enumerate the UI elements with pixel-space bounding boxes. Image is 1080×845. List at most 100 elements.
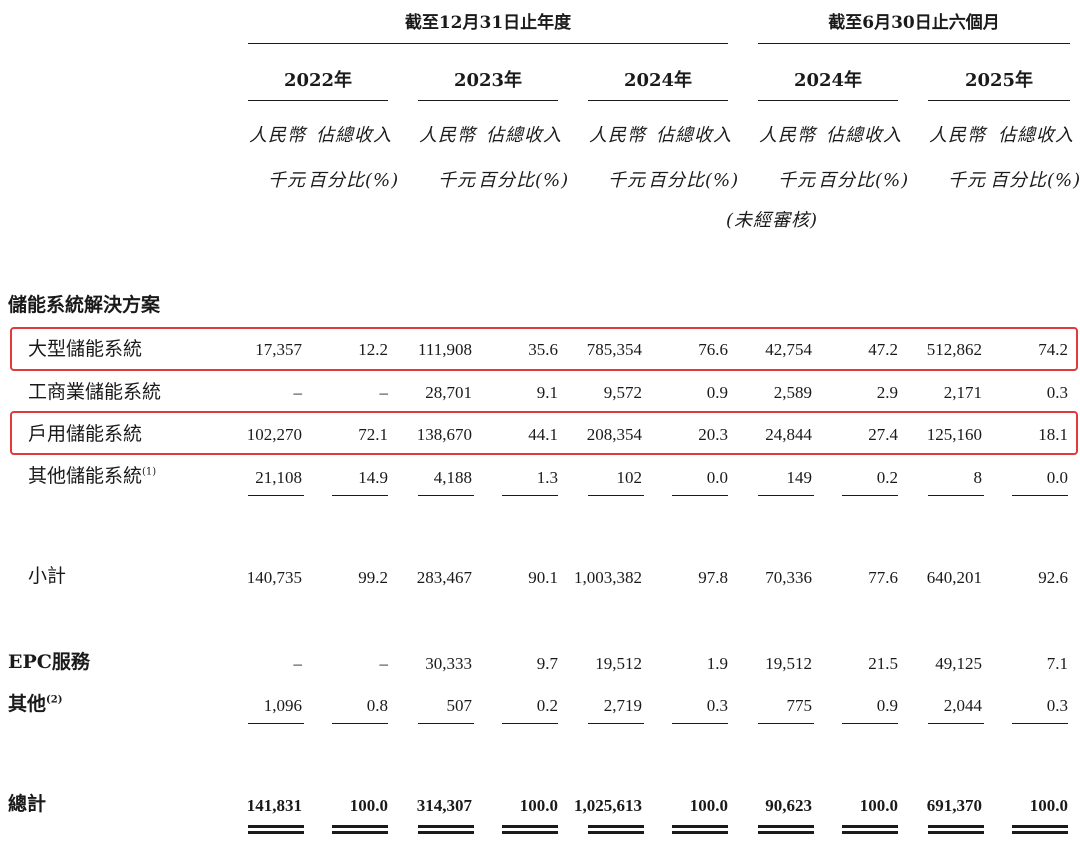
group-header-fiscal-year: 截至12月31日止年度 xyxy=(404,13,572,33)
cell-value: 140,735 xyxy=(246,568,302,587)
subtotal-rule xyxy=(672,495,728,496)
col-header-rmb: 人民幣 xyxy=(589,125,646,146)
total-cell: 314,307 xyxy=(416,796,472,815)
cell-value: 785,354 xyxy=(586,340,642,359)
year-underline-2022 xyxy=(248,100,388,101)
cell-value: 1.3 xyxy=(536,468,558,487)
total-cell: 90,623 xyxy=(765,796,812,815)
col-header-pct-unit: 百分比(%) xyxy=(990,170,1080,191)
double-rule xyxy=(1012,831,1068,834)
double-rule xyxy=(588,825,644,828)
cell-value: 2,044 xyxy=(943,696,982,715)
cell-value: 111,908 xyxy=(418,340,472,359)
col-header-rmb-unit: 千元 xyxy=(608,170,646,191)
total-cell: 100.0 xyxy=(349,796,388,815)
double-rule xyxy=(672,825,728,828)
col-header-pct-unit: 百分比(%) xyxy=(308,170,400,191)
col-header-rmb: 人民幣 xyxy=(929,125,986,146)
subtotal-rule xyxy=(1012,495,1068,496)
double-rule xyxy=(418,831,474,834)
cell-value: 0.2 xyxy=(876,468,898,487)
col-header-rmb-unit: 千元 xyxy=(778,170,816,191)
cell-value: 70,336 xyxy=(765,568,812,587)
subtotal-rule xyxy=(928,495,984,496)
col-header-pct: 佔總收入 xyxy=(826,125,902,146)
cell-value: 125,160 xyxy=(926,425,982,444)
cell-value: 0.3 xyxy=(706,696,728,715)
year-underline-2024 xyxy=(588,100,728,101)
cell-value: – xyxy=(379,654,389,673)
cell-value: 0.9 xyxy=(706,383,728,402)
year-underline-2024-6m xyxy=(758,100,898,101)
cell-value: 0.8 xyxy=(366,696,388,715)
cell-value: 19,512 xyxy=(765,654,812,673)
row-label-household: 戶用儲能系統 xyxy=(28,423,143,445)
total-rule xyxy=(588,723,644,724)
double-rule xyxy=(248,831,304,834)
total-rule xyxy=(842,723,898,724)
double-rule xyxy=(502,825,558,828)
cell-value: 77.6 xyxy=(868,568,898,587)
col-header-rmb-unit: 千元 xyxy=(268,170,306,191)
cell-value: 99.2 xyxy=(358,568,388,587)
cell-value: 90.1 xyxy=(528,568,558,587)
double-rule xyxy=(842,825,898,828)
cell-value: 283,467 xyxy=(416,568,472,587)
year-header-2024-6m: 2024年 xyxy=(793,70,863,91)
col-header-rmb: 人民幣 xyxy=(419,125,476,146)
double-rule xyxy=(1012,825,1068,828)
cell-value: 24,844 xyxy=(765,425,812,444)
col-header-pct-unit: 百分比(%) xyxy=(818,170,910,191)
cell-value: 4,188 xyxy=(433,468,472,487)
cell-value: 9.7 xyxy=(536,654,558,673)
total-cell: 100.0 xyxy=(689,796,728,815)
cell-value: 507 xyxy=(446,696,473,715)
double-rule xyxy=(758,825,814,828)
cell-value: 0.0 xyxy=(1046,468,1068,487)
subtotal-rule xyxy=(842,495,898,496)
col-header-rmb-unit: 千元 xyxy=(438,170,476,191)
cell-value: 208,354 xyxy=(586,425,642,444)
section-ess-label: 儲能系統解決方案 xyxy=(8,294,161,316)
group-underline-six-months xyxy=(758,43,1070,44)
cell-value: 102,270 xyxy=(246,425,302,444)
cell-value: 102 xyxy=(616,468,643,487)
double-rule xyxy=(248,825,304,828)
double-rule xyxy=(758,831,814,834)
col-header-pct: 佔總收入 xyxy=(316,125,392,146)
col-header-pct: 佔總收入 xyxy=(998,125,1074,146)
cell-value: 74.2 xyxy=(1038,340,1068,359)
highlight-box-large-scale xyxy=(10,327,1078,371)
double-rule xyxy=(672,831,728,834)
total-rule xyxy=(1012,723,1068,724)
section-other-label: 其他(2) xyxy=(8,695,62,714)
group-underline-fiscal-year xyxy=(248,43,728,44)
cell-value: – xyxy=(379,383,389,402)
cell-value: 0.3 xyxy=(1046,696,1068,715)
subtotal-rule xyxy=(248,495,304,496)
cell-value: 9.1 xyxy=(536,383,558,402)
double-rule xyxy=(418,825,474,828)
cell-value: 138,670 xyxy=(416,425,472,444)
section-epc-label: EPC服務 xyxy=(8,651,90,673)
total-rule xyxy=(332,723,388,724)
col-header-rmb: 人民幣 xyxy=(249,125,306,146)
cell-value: 97.8 xyxy=(698,568,728,587)
cell-value: 44.1 xyxy=(528,425,558,444)
cell-value: 21,108 xyxy=(255,468,302,487)
other-ess-label-text: 其他儲能系統 xyxy=(28,465,143,487)
cell-value: 47.2 xyxy=(868,340,898,359)
year-header-2024: 2024年 xyxy=(623,70,693,91)
section-total-label: 總計 xyxy=(8,793,47,815)
cell-value: 72.1 xyxy=(358,425,388,444)
cell-value: 1,003,382 xyxy=(574,568,642,587)
year-header-2023: 2023年 xyxy=(453,70,523,91)
col-header-unaudited: (未經審核) xyxy=(725,210,819,231)
total-rule xyxy=(248,723,304,724)
cell-value: 2,589 xyxy=(773,383,812,402)
cell-value: 1,096 xyxy=(263,696,302,715)
double-rule xyxy=(502,831,558,834)
total-cell: 1,025,613 xyxy=(574,796,642,815)
group-header-six-months: 截至6月30日止六個月 xyxy=(828,13,1000,33)
cell-value: 2,171 xyxy=(943,383,982,402)
